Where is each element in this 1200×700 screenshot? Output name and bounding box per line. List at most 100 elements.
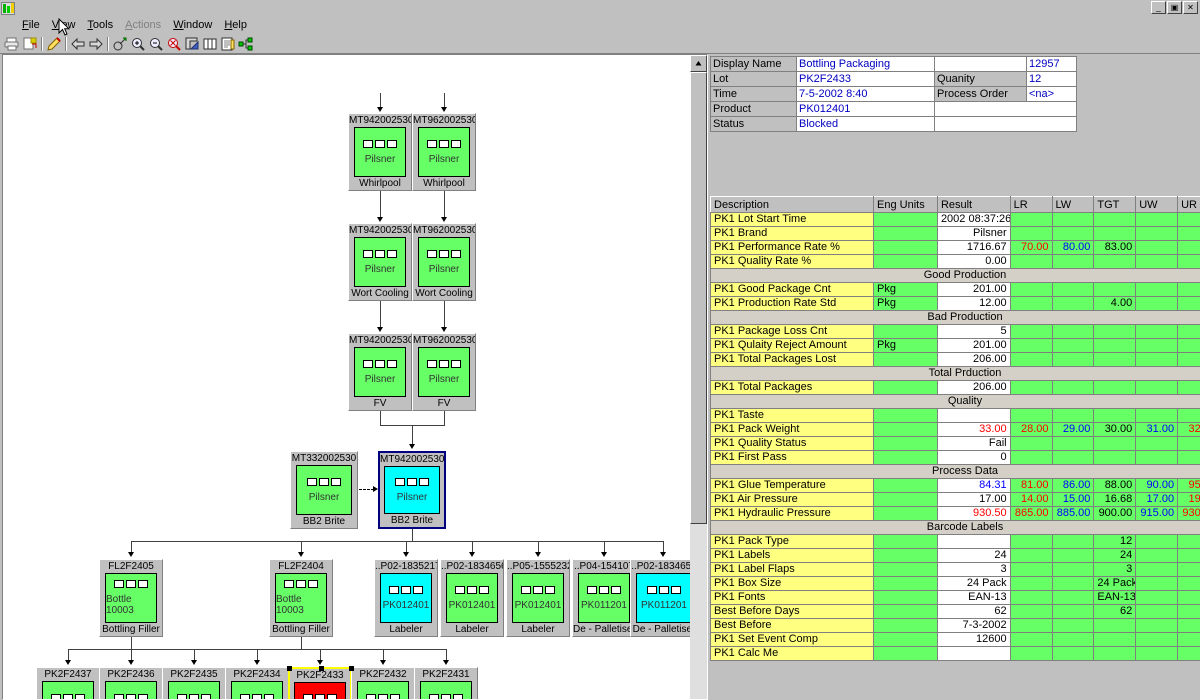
diagram-node[interactable]: PK2F2432PK012401PK1 Pallets xyxy=(351,667,415,699)
menu-help[interactable]: Help xyxy=(224,18,247,31)
cell-tgt[interactable] xyxy=(1093,450,1137,465)
cell-lw[interactable] xyxy=(1051,604,1095,619)
grid-data-row[interactable]: PK1 Fonts EAN-13 EAN-13 xyxy=(710,590,1200,605)
cell-uw[interactable] xyxy=(1135,646,1179,661)
cell-ur[interactable]: 95.00 xyxy=(1177,478,1200,493)
cell-lr[interactable]: 865.00 xyxy=(1009,506,1053,521)
cell-uw[interactable] xyxy=(1135,254,1179,269)
cell-lr[interactable] xyxy=(1009,618,1053,633)
cell-tgt[interactable]: 88.00 xyxy=(1093,478,1137,493)
cell-lr[interactable] xyxy=(1009,352,1053,367)
cell-eng-units[interactable] xyxy=(873,604,938,619)
cell-tgt[interactable] xyxy=(1093,324,1137,339)
cell-lr[interactable] xyxy=(1009,254,1053,269)
cell-result[interactable]: 24 Pack xyxy=(936,576,1011,591)
selection-handle[interactable] xyxy=(319,666,324,671)
cell-result[interactable]: 201.00 xyxy=(936,282,1011,297)
diagram-node[interactable]: MT962002530 Pilsner FV xyxy=(412,333,476,411)
cell-tgt[interactable] xyxy=(1093,226,1137,241)
cell-description[interactable]: PK1 Set Event Comp xyxy=(710,632,875,647)
cell-eng-units[interactable] xyxy=(873,562,938,577)
cell-result[interactable]: 17.00 xyxy=(936,492,1011,507)
cell-lw[interactable] xyxy=(1051,632,1095,647)
genealogy-icon[interactable] xyxy=(237,35,255,52)
diagram-node[interactable]: PK2F2434PK012401PK1 Pallets xyxy=(225,667,289,699)
cell-lr[interactable] xyxy=(1009,296,1053,311)
cell-uw[interactable] xyxy=(1135,562,1179,577)
diagram-node[interactable]: MT332002530 Pilsner BB2 Brite xyxy=(290,451,358,529)
cell-eng-units[interactable] xyxy=(873,632,938,647)
cell-lw[interactable] xyxy=(1051,436,1095,451)
cell-tgt[interactable] xyxy=(1093,212,1137,227)
cell-tgt[interactable]: 24 Pack xyxy=(1093,576,1137,591)
cell-uw[interactable] xyxy=(1135,632,1179,647)
node-status-box[interactable]: Pilsner xyxy=(418,237,470,287)
cell-lr[interactable]: 81.00 xyxy=(1009,478,1053,493)
cell-ur[interactable] xyxy=(1177,226,1200,241)
cell-eng-units[interactable] xyxy=(873,576,938,591)
cell-tgt[interactable]: 62 xyxy=(1093,604,1137,619)
cell-uw[interactable] xyxy=(1135,576,1179,591)
cell-eng-units[interactable] xyxy=(873,212,938,227)
cell-description[interactable]: PK1 Performance Rate % xyxy=(710,240,875,255)
cell-description[interactable]: PK1 Package Loss Cnt xyxy=(710,324,875,339)
cell-description[interactable]: PK1 Label Flaps xyxy=(710,562,875,577)
grid-data-row[interactable]: PK1 Pack Weight 33.00 28.00 29.00 30.00 31.00… xyxy=(710,422,1200,437)
cell-eng-units[interactable] xyxy=(873,492,938,507)
grid-data-row[interactable]: PK1 Good Package Cnt Pkg 201.00 xyxy=(710,282,1200,297)
cell-lr[interactable] xyxy=(1009,576,1053,591)
cell-lw[interactable] xyxy=(1051,338,1095,353)
cell-eng-units[interactable] xyxy=(873,408,938,423)
node-status-box[interactable]: PK012401 xyxy=(512,573,564,623)
cell-uw[interactable] xyxy=(1135,436,1179,451)
grid-data-row[interactable]: PK1 Total Packages 206.00 xyxy=(710,380,1200,395)
cell-lw[interactable] xyxy=(1051,534,1095,549)
cell-lr[interactable] xyxy=(1009,436,1053,451)
cell-lr[interactable] xyxy=(1009,548,1053,563)
cell-result[interactable]: 62 xyxy=(936,604,1011,619)
cell-lr[interactable] xyxy=(1009,282,1053,297)
node-status-box[interactable]: PK012401 xyxy=(446,573,498,623)
node-status-box[interactable]: PK011201 xyxy=(636,573,692,623)
cell-description[interactable]: PK1 Good Package Cnt xyxy=(710,282,875,297)
diagram-node[interactable]: ..P05-1555232 PK012401 Labeler xyxy=(506,559,570,637)
print-icon[interactable] xyxy=(3,35,21,52)
cell-lw[interactable] xyxy=(1051,618,1095,633)
cell-lw[interactable]: 885.00 xyxy=(1051,506,1095,521)
grid-data-row[interactable]: PK1 Quality Rate % 0.00 xyxy=(710,254,1200,269)
cell-uw[interactable]: 17.00 xyxy=(1135,492,1179,507)
cell-lr[interactable] xyxy=(1009,632,1053,647)
diagram-node[interactable]: MT942002530 Pilsner Wort Cooling xyxy=(348,223,412,301)
column-header-description[interactable]: Description xyxy=(710,196,875,213)
cell-eng-units[interactable] xyxy=(873,548,938,563)
cell-eng-units[interactable] xyxy=(873,226,938,241)
genealogy-diagram-panel[interactable]: MT942002530 Pilsner Whirlpool MT962002530 Pi… xyxy=(2,54,708,700)
cell-tgt[interactable] xyxy=(1093,408,1137,423)
cell-lr[interactable] xyxy=(1009,450,1053,465)
grid-data-row[interactable]: PK1 Hydraulic Pressure 930.50 865.00 885.00… xyxy=(710,506,1200,521)
cell-lw[interactable] xyxy=(1051,352,1095,367)
cell-uw[interactable] xyxy=(1135,618,1179,633)
node-status-box[interactable]: PK012401 xyxy=(357,681,409,699)
cell-ur[interactable] xyxy=(1177,408,1200,423)
cell-description[interactable]: PK1 Box Size xyxy=(710,576,875,591)
cell-eng-units[interactable] xyxy=(873,422,938,437)
cell-tgt[interactable] xyxy=(1093,282,1137,297)
close-button[interactable]: ✕ xyxy=(1183,1,1198,14)
cell-ur[interactable] xyxy=(1177,380,1200,395)
cell-lw[interactable] xyxy=(1051,380,1095,395)
node-status-box[interactable]: PK011201 xyxy=(578,573,630,623)
cell-tgt[interactable]: EAN-13 xyxy=(1093,590,1137,605)
cell-description[interactable]: PK1 Pack Weight xyxy=(710,422,875,437)
diagram-node[interactable]: PK2F2433PK012401PK1 Pallets xyxy=(287,666,354,699)
grid-data-row[interactable]: PK1 Calc Me xyxy=(710,646,1200,661)
cell-lw[interactable] xyxy=(1051,282,1095,297)
cell-eng-units[interactable]: Pkg xyxy=(873,282,938,297)
cell-result[interactable] xyxy=(936,408,1011,423)
cell-lw[interactable] xyxy=(1051,212,1095,227)
cell-eng-units[interactable] xyxy=(873,436,938,451)
cell-uw[interactable] xyxy=(1135,590,1179,605)
cell-lr[interactable] xyxy=(1009,562,1053,577)
cell-result[interactable]: 3 xyxy=(936,562,1011,577)
cell-ur[interactable] xyxy=(1177,450,1200,465)
